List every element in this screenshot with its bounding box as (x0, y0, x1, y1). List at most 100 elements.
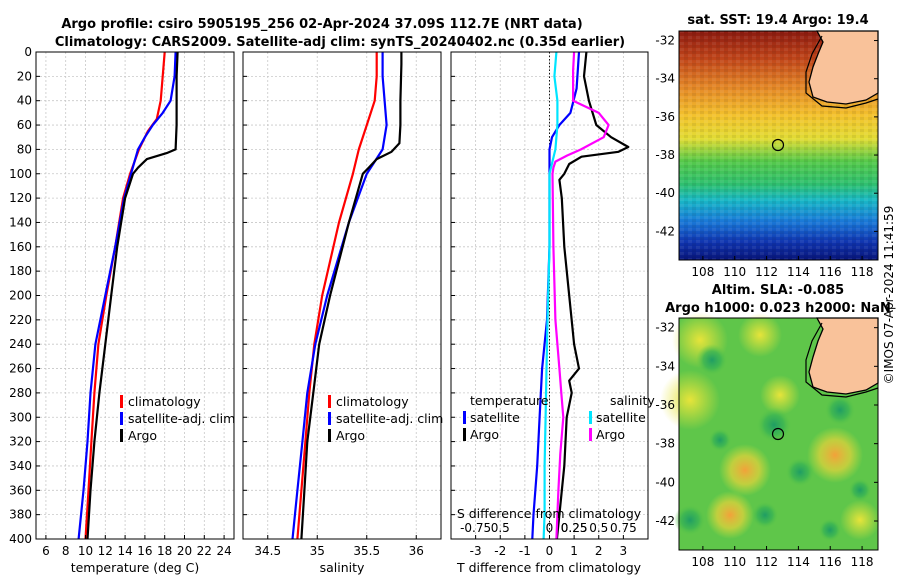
legend-swatch-sal-argo (589, 428, 592, 441)
x-tick-label: -1 (519, 544, 531, 558)
s-diff-tick-label: 0.5 (589, 521, 608, 535)
map-lon-tick-label: 116 (819, 555, 842, 569)
t-difference-x-label: T difference from climatology (456, 560, 642, 575)
sst-map-title: sat. SST: 19.4 Argo: 19.4 (687, 13, 868, 28)
s-diff-tick-label: 0.75 (610, 521, 637, 535)
temperature-x-label: temperature (deg C) (71, 560, 200, 575)
legend-header-salinity: salinity (610, 393, 655, 408)
map-lat-tick-label: -32 (655, 321, 675, 335)
legend-label-argo: Argo (128, 428, 157, 443)
salinity-x-label: salinity (320, 560, 365, 575)
x-tick-label: 22 (197, 544, 212, 558)
map-lat-tick-label: -42 (655, 224, 675, 238)
map-lon-tick-label: 112 (755, 555, 778, 569)
depth-tick-label: 0 (24, 45, 32, 59)
sla-map-panel: Altim. SLA: -0.085 Argo h1000: 0.023 h20… (655, 283, 890, 569)
x-tick-label: -2 (494, 544, 506, 558)
depth-tick-label: 20 (17, 69, 32, 83)
depth-tick-label: 180 (9, 264, 32, 278)
series-line-satellite-adj-clim (291, 52, 388, 540)
x-tick-label: 35 (310, 544, 325, 558)
series-line-salinity-satellite (542, 51, 559, 540)
x-tick-label: 3 (620, 544, 628, 558)
x-tick-label: 8 (62, 544, 70, 558)
title-line-1: Argo profile: csiro 5905195_256 02-Apr-2… (61, 17, 582, 32)
series-line-salinity-argo (551, 51, 610, 540)
legend-swatch-satellite (328, 412, 331, 425)
sst-argo-marker (771, 138, 785, 152)
copyright-timestamp: ©IMOS 07-Apr-2024 11:41:59 (882, 206, 896, 385)
map-lon-tick-label: 108 (691, 555, 714, 569)
legend-swatch-temp-satellite (463, 411, 466, 424)
legend-header-temperature: temperature (470, 393, 549, 408)
x-tick-label: -3 (470, 544, 482, 558)
depth-tick-label: 320 (9, 435, 32, 449)
s-diff-tick-label: 0.25 (561, 521, 588, 535)
depth-tick-label: 240 (9, 337, 32, 351)
legend-label-temp-argo: Argo (470, 427, 499, 442)
x-tick-label: 24 (216, 544, 231, 558)
sst-coastline-shelf (805, 35, 879, 109)
map-lat-tick-label: -34 (655, 359, 675, 373)
map-lon-tick-label: 114 (787, 265, 810, 279)
x-tick-label: 16 (137, 544, 152, 558)
x-tick-label: 34.5 (254, 544, 281, 558)
salinity-panel: 34.5 35 35.5 36 salinity (242, 51, 442, 575)
difference-axes-frame (450, 51, 649, 540)
sst-map-panel: sat. SST: 19.4 Argo: 19.4 108 110 112 114 11… (655, 13, 879, 279)
s-diff-tick-label: 0.5 (491, 521, 510, 535)
title-line-2: Climatology: CARS2009. Satellite-adj cli… (55, 35, 625, 50)
legend-swatch-climatology (328, 395, 331, 408)
x-tick-label: 0 (546, 544, 554, 558)
legend-label-satellite: satellite-adj. clim (336, 411, 443, 426)
map-lon-tick-label: 118 (851, 265, 874, 279)
map-lat-tick-label: -40 (655, 186, 675, 200)
map-lon-tick-label: 110 (723, 265, 746, 279)
difference-legend: temperature salinity satellite Argo sate… (463, 393, 655, 442)
map-lat-tick-label: -36 (655, 110, 675, 124)
sst-map-ticks: 108 110 112 114 116 118 -32 -34 -36 -38 -40 -42 (655, 34, 878, 279)
depth-tick-label: 220 (9, 313, 32, 327)
depth-tick-label: 160 (9, 240, 32, 254)
depth-tick-label: 400 (9, 532, 32, 546)
map-lon-tick-label: 112 (755, 265, 778, 279)
legend-label-satellite: satellite-adj. clim (128, 411, 235, 426)
map-lat-tick-label: -36 (655, 398, 675, 412)
legend-swatch-temp-argo (463, 428, 466, 441)
map-lat-tick-label: -38 (655, 148, 675, 162)
salinity-axes-frame (242, 51, 442, 540)
temperature-axes-frame (35, 51, 235, 540)
depth-tick-label: 280 (9, 386, 32, 400)
map-lat-tick-label: -32 (655, 34, 675, 48)
x-tick-label: 14 (117, 544, 132, 558)
legend-label-temp-satellite: satellite (470, 410, 520, 425)
sla-argo-marker (771, 427, 785, 441)
x-tick-label: 12 (98, 544, 113, 558)
map-lat-tick-label: -38 (655, 437, 675, 451)
map-lon-tick-label: 114 (787, 555, 810, 569)
depth-tick-label: 100 (9, 167, 32, 181)
sla-map-title: Altim. SLA: -0.085 (712, 283, 844, 298)
x-tick-label: 1 (570, 544, 578, 558)
legend-label-sal-argo: Argo (596, 427, 625, 442)
x-tick-label: 6 (42, 544, 50, 558)
s-diff-tick-label: 0.25 (561, 521, 588, 535)
legend-swatch-climatology (120, 395, 123, 408)
series-line-argo (300, 52, 403, 540)
map-lon-tick-label: 110 (723, 555, 746, 569)
map-lat-tick-label: -34 (655, 72, 675, 86)
s-diff-tick-label: -0.75 (460, 521, 491, 535)
depth-tick-label: 360 (9, 483, 32, 497)
map-lon-tick-label: 108 (691, 265, 714, 279)
legend-swatch-sal-satellite (589, 411, 592, 424)
temperature-legend: climatology satellite-adj. clim Argo (120, 394, 235, 443)
depth-tick-label: 340 (9, 459, 32, 473)
depth-tick-label: 140 (9, 215, 32, 229)
s-difference-x-label: S difference from climatology (457, 506, 642, 521)
difference-panel: -3 -2 -1 0 1 2 3-0.75 0.5 0.250 0.25 0.5 0.75 T dif… (450, 51, 649, 575)
map-lat-tick-label: -42 (655, 514, 675, 528)
sla-coastline-shelf (805, 322, 879, 398)
series-line-temperature-argo (555, 51, 630, 540)
legend-swatch-argo (120, 429, 123, 442)
